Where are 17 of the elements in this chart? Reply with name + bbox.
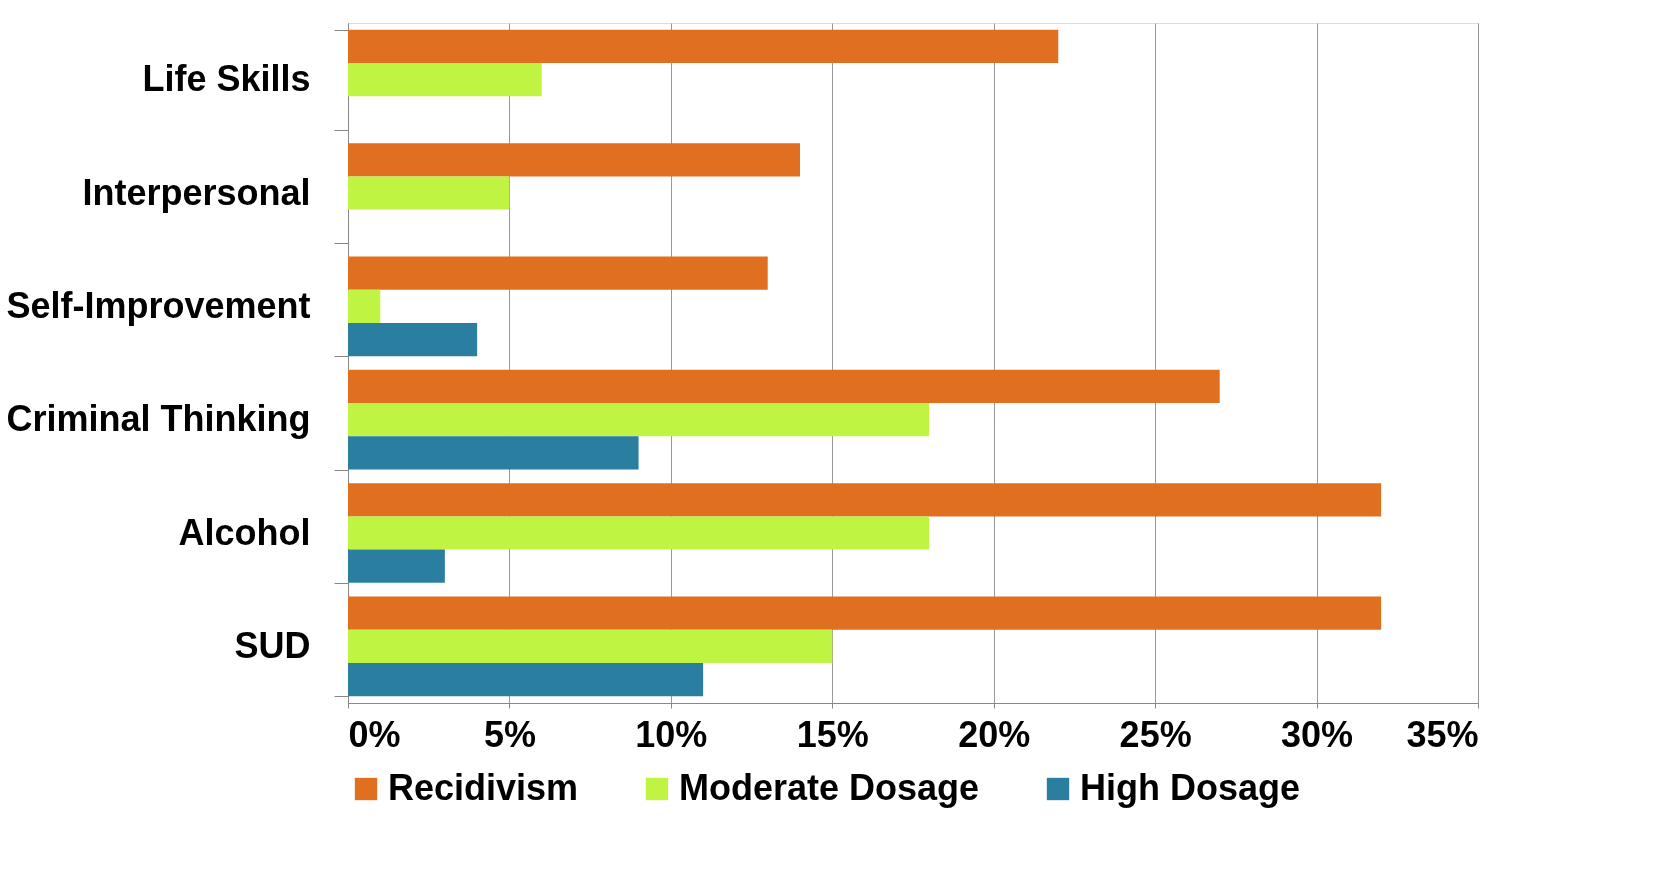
y-tick-label: Criminal Thinking [6,398,311,440]
legend-label: Moderate Dosage [679,767,980,808]
x-tick-label: 35% [1406,713,1479,755]
y-tick-label: Interpersonal [82,171,311,213]
x-tick-label: 10% [635,713,708,755]
y-tick-label: Alcohol [178,511,311,553]
y-tick-label: SUD [234,624,311,666]
legend-label: Recidivism [388,767,579,808]
x-tick-label: 20% [958,713,1031,755]
x-tick-label: 30% [1281,713,1354,755]
x-tick-label: 0% [348,713,401,755]
x-tick-label: 5% [483,713,536,755]
x-tick-label: 25% [1119,713,1192,755]
legend-label: High Dosage [1080,767,1301,808]
y-tick-label: Life Skills [142,58,311,100]
y-tick-label: Self-Improvement [6,284,311,326]
x-tick-label: 15% [796,713,869,755]
